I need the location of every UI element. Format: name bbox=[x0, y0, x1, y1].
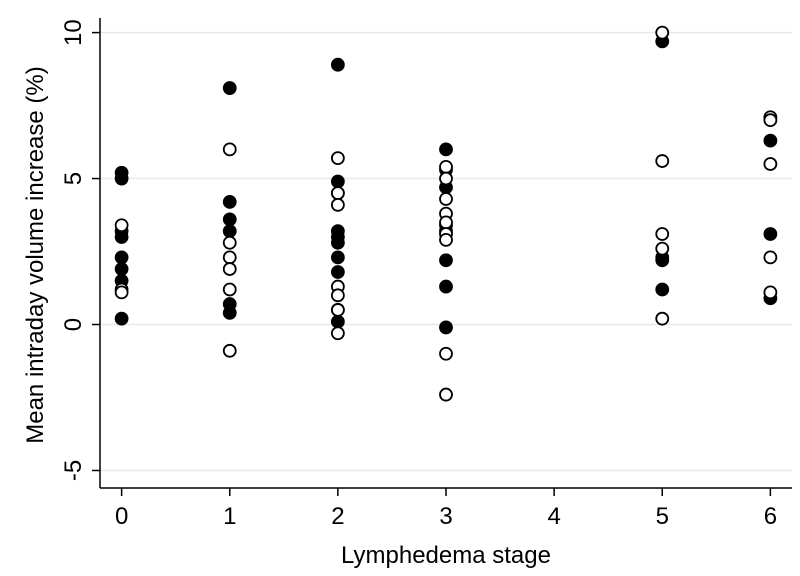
x-tick-label: 6 bbox=[764, 503, 777, 530]
data-point-filled bbox=[439, 253, 453, 268]
gridlines bbox=[100, 31, 792, 472]
data-point-filled bbox=[114, 311, 129, 326]
data-point-filled bbox=[330, 250, 345, 265]
data-point-hollow bbox=[222, 343, 237, 358]
data-point-hollow bbox=[763, 113, 778, 128]
data-point-filled bbox=[222, 212, 237, 227]
data-point-filled bbox=[655, 253, 670, 268]
data-point-filled bbox=[114, 171, 129, 186]
data-point-filled bbox=[222, 81, 237, 95]
data-point-filled bbox=[330, 314, 345, 329]
x-tick-label: 1 bbox=[223, 503, 236, 530]
data-point-filled bbox=[222, 195, 237, 209]
data-point-hollow bbox=[439, 387, 453, 402]
data-point-filled bbox=[222, 305, 237, 320]
data-point-hollow bbox=[655, 227, 670, 241]
data-point-hollow bbox=[330, 186, 345, 201]
data-point-hollow bbox=[655, 311, 670, 326]
data-point-filled bbox=[439, 279, 453, 294]
x-tick-label: 2 bbox=[331, 503, 344, 530]
data-point-hollow bbox=[114, 285, 129, 300]
data-point-filled bbox=[439, 320, 453, 335]
data-point-hollow bbox=[330, 197, 345, 212]
data-point-filled bbox=[655, 282, 670, 297]
data-point-hollow bbox=[439, 215, 453, 230]
data-point-filled bbox=[222, 224, 237, 239]
y-tick-label: 5 bbox=[60, 172, 87, 185]
data-point-filled bbox=[330, 57, 345, 72]
data-point-filled bbox=[439, 142, 453, 157]
data-point-hollow bbox=[222, 282, 237, 297]
data-point-hollow bbox=[330, 151, 345, 166]
data-point-filled bbox=[763, 227, 778, 241]
axes bbox=[92, 18, 792, 496]
data-point-hollow bbox=[763, 250, 778, 265]
data-points bbox=[114, 25, 778, 402]
data-point-hollow bbox=[114, 218, 129, 233]
y-tick-label: 10 bbox=[60, 19, 87, 46]
x-tick-label: 3 bbox=[439, 503, 452, 530]
y-tick-label: -5 bbox=[60, 460, 87, 481]
data-point-filled bbox=[114, 262, 129, 276]
x-tick-label: 0 bbox=[115, 503, 128, 530]
data-point-hollow bbox=[330, 326, 345, 341]
data-point-hollow bbox=[655, 241, 670, 256]
data-point-filled bbox=[330, 235, 345, 250]
data-point-hollow bbox=[439, 159, 453, 174]
data-point-filled bbox=[330, 174, 345, 189]
data-point-hollow bbox=[439, 346, 453, 361]
data-point-hollow bbox=[439, 232, 453, 247]
data-point-hollow bbox=[330, 303, 345, 317]
data-point-hollow bbox=[655, 154, 670, 168]
data-point-hollow bbox=[330, 288, 345, 303]
x-axis-title: Lymphedema stage bbox=[341, 542, 551, 569]
tick-labels: -5 0 5 10 0 1 2 3 4 5 6 bbox=[60, 19, 777, 530]
data-point-filled bbox=[114, 230, 129, 244]
y-tick-label: 0 bbox=[60, 318, 87, 331]
y-axis-title: Mean intraday volume increase (%) bbox=[22, 66, 49, 444]
data-point-hollow bbox=[439, 192, 453, 206]
x-tick-label: 5 bbox=[656, 503, 669, 530]
data-point-hollow bbox=[763, 157, 778, 171]
data-point-hollow bbox=[222, 235, 237, 250]
data-point-filled bbox=[330, 265, 345, 279]
data-point-hollow bbox=[763, 285, 778, 300]
data-point-hollow bbox=[439, 171, 453, 186]
data-point-hollow bbox=[222, 250, 237, 265]
data-point-hollow bbox=[222, 262, 237, 276]
x-tick-label: 4 bbox=[547, 503, 560, 530]
data-point-hollow bbox=[655, 25, 670, 40]
data-point-filled bbox=[114, 250, 129, 265]
data-point-hollow bbox=[222, 142, 237, 157]
data-point-filled bbox=[763, 133, 778, 148]
